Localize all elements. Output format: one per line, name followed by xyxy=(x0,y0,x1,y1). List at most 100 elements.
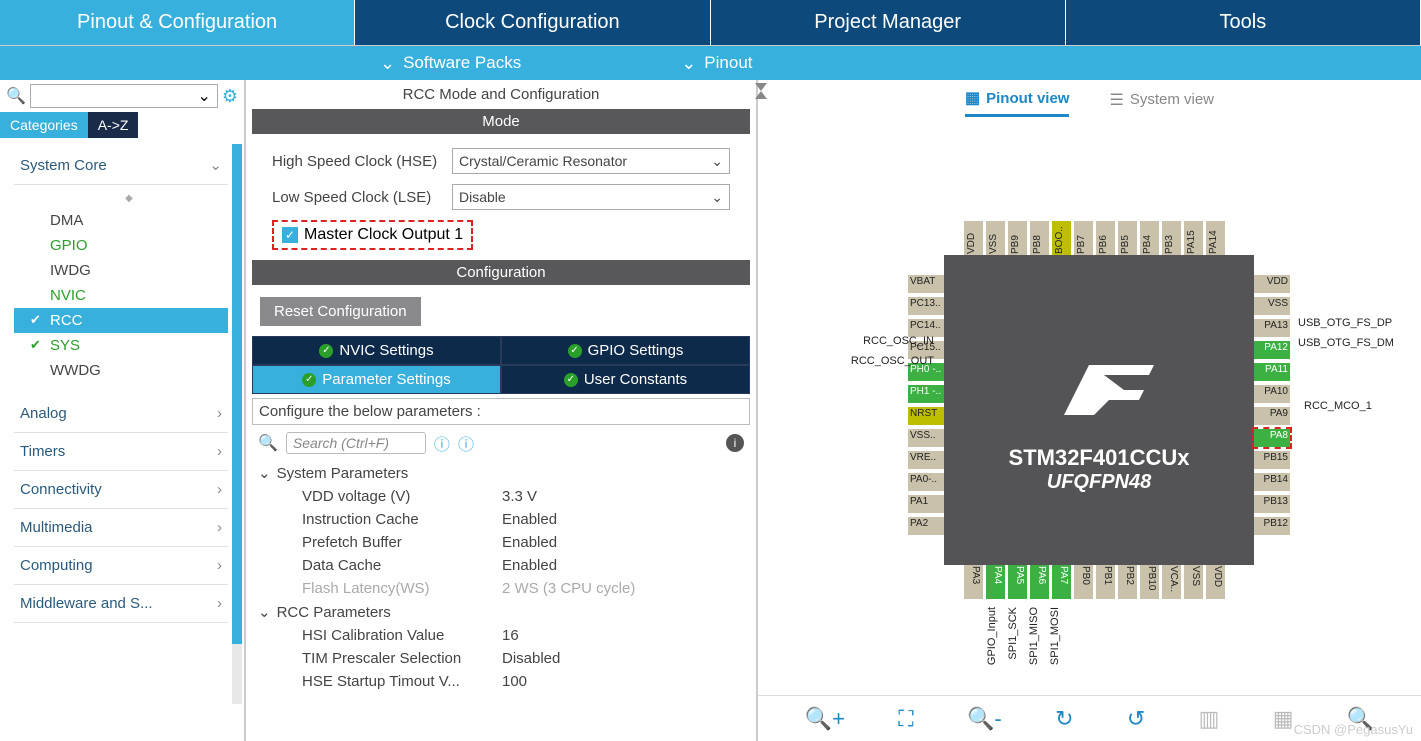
pin-VDD[interactable]: VDD xyxy=(964,221,983,255)
pin-PB4[interactable]: PB4 xyxy=(1140,221,1159,255)
pin-PB13[interactable]: PB13 xyxy=(1254,495,1290,513)
param-hse-timeout-val[interactable]: 100 xyxy=(502,673,527,690)
item-dma[interactable]: DMA xyxy=(14,208,228,233)
pin-PA2[interactable]: PA2 xyxy=(908,517,944,535)
pin-PA6[interactable]: PA6 xyxy=(1030,565,1049,599)
tab-pinout-view[interactable]: ▦Pinout view xyxy=(965,88,1069,117)
fit-icon[interactable]: ⛶ xyxy=(898,706,913,732)
pin-PB10[interactable]: PB10 xyxy=(1140,565,1159,599)
item-iwdg[interactable]: IWDG xyxy=(14,258,228,283)
pin-VSS[interactable]: VSS.. xyxy=(908,429,944,447)
item-gpio[interactable]: GPIO xyxy=(14,233,228,258)
left-scrollbar[interactable] xyxy=(232,144,242,704)
tab-parameter-settings[interactable]: ✓Parameter Settings xyxy=(252,365,501,394)
scroll-up-icon[interactable]: ◆ xyxy=(14,193,244,204)
category-search-combo[interactable]: ⌄ xyxy=(30,84,218,108)
menu-pinout[interactable]: Pinout xyxy=(681,53,752,74)
grid-icon[interactable]: ▦ xyxy=(1273,706,1294,732)
pin-VSS[interactable]: VSS xyxy=(1184,565,1203,599)
pin-PB15[interactable]: PB15 xyxy=(1254,451,1290,469)
rotate-cw-icon[interactable]: ↻ xyxy=(1055,706,1073,732)
pin-PA11[interactable]: PA11 xyxy=(1254,363,1290,381)
tab-clock-config[interactable]: Clock Configuration xyxy=(355,0,710,45)
pin-PA7[interactable]: PA7 xyxy=(1052,565,1071,599)
next-icon[interactable]: ⓘ xyxy=(458,431,474,455)
pin-PA15[interactable]: PA15 xyxy=(1184,221,1203,255)
tab-system-view[interactable]: ☰System view xyxy=(1109,88,1214,117)
pin-PA10[interactable]: PA10 xyxy=(1254,385,1290,403)
pin-PA13[interactable]: PA13 xyxy=(1254,319,1290,337)
pin-VSS[interactable]: VSS xyxy=(1254,297,1290,315)
pin-PA9[interactable]: PA9 xyxy=(1254,407,1290,425)
layers-icon[interactable]: ▥ xyxy=(1199,706,1220,732)
group-rcc-params[interactable]: ⌄RCC Parameters xyxy=(258,600,744,624)
pin-PB3[interactable]: PB3 xyxy=(1162,221,1181,255)
pin-PC13[interactable]: PC13.. xyxy=(908,297,944,315)
pin-PB14[interactable]: PB14 xyxy=(1254,473,1290,491)
pin-VDD[interactable]: VDD xyxy=(1254,275,1290,293)
pin-PA3[interactable]: PA3 xyxy=(964,565,983,599)
pin-PA12[interactable]: PA12 xyxy=(1254,341,1290,359)
lse-select[interactable]: Disable⌄ xyxy=(452,184,730,210)
pin-PH1[interactable]: PH1 -.. xyxy=(908,385,944,403)
prev-icon[interactable]: ⓘ xyxy=(434,431,450,455)
pin-VBAT[interactable]: VBAT xyxy=(908,275,944,293)
info-icon[interactable]: i xyxy=(726,434,744,452)
item-rcc[interactable]: ✔RCC xyxy=(14,308,228,333)
chip-diagram[interactable]: STM32F401CCUx UFQFPN48 VBATPC13..PC14..P… xyxy=(758,125,1421,695)
param-vdd-val[interactable]: 3.3 V xyxy=(502,488,537,505)
pin-PB1[interactable]: PB1 xyxy=(1096,565,1115,599)
group-middleware[interactable]: Middleware and S...› xyxy=(14,585,228,623)
pin-BOO[interactable]: BOO.. xyxy=(1052,221,1071,255)
pin-PB12[interactable]: PB12 xyxy=(1254,517,1290,535)
pin-VRE[interactable]: VRE.. xyxy=(908,451,944,469)
tab-user-constants[interactable]: ✓User Constants xyxy=(501,365,750,394)
pin-PA5[interactable]: PA5 xyxy=(1008,565,1027,599)
item-wwdg[interactable]: WWDG xyxy=(14,358,228,383)
pin-PB0[interactable]: PB0 xyxy=(1074,565,1093,599)
pin-NRST[interactable]: NRST xyxy=(908,407,944,425)
pin-PA4[interactable]: PA4 xyxy=(986,565,1005,599)
pin-PB5[interactable]: PB5 xyxy=(1118,221,1137,255)
reset-config-button[interactable]: Reset Configuration xyxy=(260,297,421,326)
pin-VDD[interactable]: VDD xyxy=(1206,565,1225,599)
pin-VCA[interactable]: VCA.. xyxy=(1162,565,1181,599)
gear-icon[interactable]: ⚙ xyxy=(222,86,238,107)
item-sys[interactable]: ✔SYS xyxy=(14,333,228,358)
pin-PB8[interactable]: PB8 xyxy=(1030,221,1049,255)
group-system-core[interactable]: System Core⌄ xyxy=(14,146,228,185)
group-system-params[interactable]: ⌄System Parameters xyxy=(258,461,744,485)
zoom-out-icon[interactable]: 🔍- xyxy=(967,706,1002,732)
param-dcache-val[interactable]: Enabled xyxy=(502,557,557,574)
tab-nvic-settings[interactable]: ✓NVIC Settings xyxy=(252,336,501,365)
tab-a-to-z[interactable]: A->Z xyxy=(88,112,139,138)
pin-VSS[interactable]: VSS xyxy=(986,221,1005,255)
group-computing[interactable]: Computing› xyxy=(14,547,228,585)
pin-PB6[interactable]: PB6 xyxy=(1096,221,1115,255)
tab-tools[interactable]: Tools xyxy=(1066,0,1421,45)
tab-gpio-settings[interactable]: ✓GPIO Settings xyxy=(501,336,750,365)
pin-PB2[interactable]: PB2 xyxy=(1118,565,1137,599)
group-multimedia[interactable]: Multimedia› xyxy=(14,509,228,547)
param-prefetch-val[interactable]: Enabled xyxy=(502,534,557,551)
group-connectivity[interactable]: Connectivity› xyxy=(14,471,228,509)
tab-project-manager[interactable]: Project Manager xyxy=(711,0,1066,45)
zoom-in-icon[interactable]: 🔍+ xyxy=(805,706,845,732)
mco-checkbox[interactable]: ✓ xyxy=(282,227,298,243)
pin-PA0[interactable]: PA0-.. xyxy=(908,473,944,491)
pin-PB9[interactable]: PB9 xyxy=(1008,221,1027,255)
panel-drag-handle[interactable] xyxy=(754,82,768,100)
param-hsi-val[interactable]: 16 xyxy=(502,627,519,644)
tab-categories[interactable]: Categories xyxy=(0,112,88,138)
search-icon[interactable]: 🔍 xyxy=(6,86,26,106)
search-icon[interactable]: 🔍 xyxy=(258,433,278,453)
param-search-input[interactable]: Search (Ctrl+F) xyxy=(286,432,426,454)
group-timers[interactable]: Timers› xyxy=(14,433,228,471)
pin-PA14[interactable]: PA14 xyxy=(1206,221,1225,255)
pin-PA8[interactable]: PA8 xyxy=(1254,429,1290,447)
param-icache-val[interactable]: Enabled xyxy=(502,511,557,528)
group-analog[interactable]: Analog› xyxy=(14,395,228,433)
hse-select[interactable]: Crystal/Ceramic Resonator⌄ xyxy=(452,148,730,174)
pin-PA1[interactable]: PA1 xyxy=(908,495,944,513)
scrollbar-thumb[interactable] xyxy=(232,144,242,644)
